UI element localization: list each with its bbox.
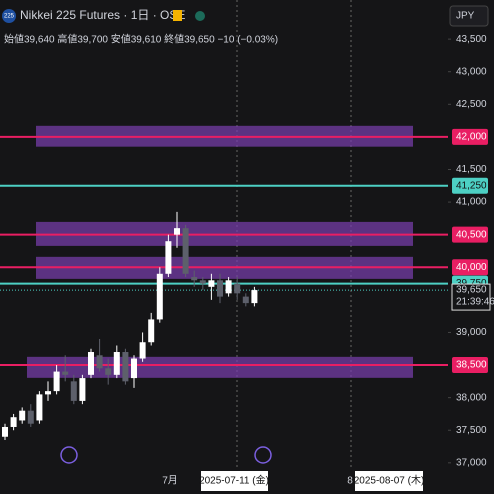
level-label-box [452,357,488,374]
candle-body [234,283,241,294]
symbol-icon-text: 225 [4,14,15,20]
candle-body [88,352,94,375]
candle-body [148,319,155,343]
candle-body [182,228,189,274]
candle-body [53,371,60,392]
y-tick-label: 39,000 [456,327,487,338]
y-tick-label: 42,500 [456,99,487,110]
candle-body [131,358,137,379]
candle-body [242,296,249,304]
level-label: 42,000 [456,132,487,143]
symbol-title[interactable]: Nikkei 225 Futures · 1日 · OSE [20,8,185,22]
level-label: 38,500 [456,360,487,371]
currency-button[interactable] [449,5,489,27]
y-tick-label: 37,500 [456,425,487,436]
candle-body [19,410,26,421]
symbol-icon [2,9,16,23]
x-cursor-box [355,471,423,491]
candle-body [156,273,163,320]
candle-body [27,410,34,424]
x-cursor-box [201,471,268,491]
candle-body [251,290,258,304]
y-tick-label: 37,000 [456,457,487,468]
level-label-box [452,177,488,194]
candle-body [165,241,172,274]
currency[interactable]: JPY [456,11,475,22]
candle-body [70,381,77,401]
x-label: 8 [347,476,353,487]
candle-body [62,371,69,375]
y-tick-label: 43,000 [456,66,487,77]
level-label: 40,500 [456,229,487,240]
y-tick-label: 41,000 [456,197,487,208]
candle-body [174,228,180,235]
flag-icon[interactable] [173,10,182,21]
candle-body [96,355,103,369]
candle-body [45,391,51,395]
candle-body [122,352,129,382]
status-icon [195,11,205,21]
y-tick-label: 43,500 [456,34,487,45]
y-tick-label: 38,000 [456,392,487,403]
level-label: 41,250 [456,180,487,191]
candle-body [217,280,223,297]
last-price: 39,650 [456,285,487,296]
y-tick-label: 41,500 [456,164,487,175]
candle-body [199,280,206,284]
candle-body [79,378,86,401]
event-icon[interactable] [60,446,78,464]
candle-body [2,426,8,437]
candle-body [10,417,17,427]
candle-body [191,277,198,281]
candle-body [225,280,232,294]
last-time: 21:39:46 [456,297,494,308]
x-cursor-label: 2025-08-07 (木) [354,475,425,487]
candle-body [36,394,43,421]
level-label-box [452,128,488,145]
x-cursor-label: 2025-07-11 (金) [199,474,269,487]
zone [27,356,413,378]
level-label: 40,000 [456,262,487,273]
event-icon[interactable] [254,446,272,464]
ohlc-info: 始値39,640 高値39,700 安値39,610 終値39,650 −10 … [4,33,278,46]
level-label-box [452,259,488,276]
candle-body [139,342,146,359]
candle-body [208,280,215,287]
last-price-box [451,283,491,311]
level-label-box [452,226,488,243]
candle-body [113,352,120,375]
candle-body [105,368,112,375]
x-label: 7月 [162,475,178,487]
